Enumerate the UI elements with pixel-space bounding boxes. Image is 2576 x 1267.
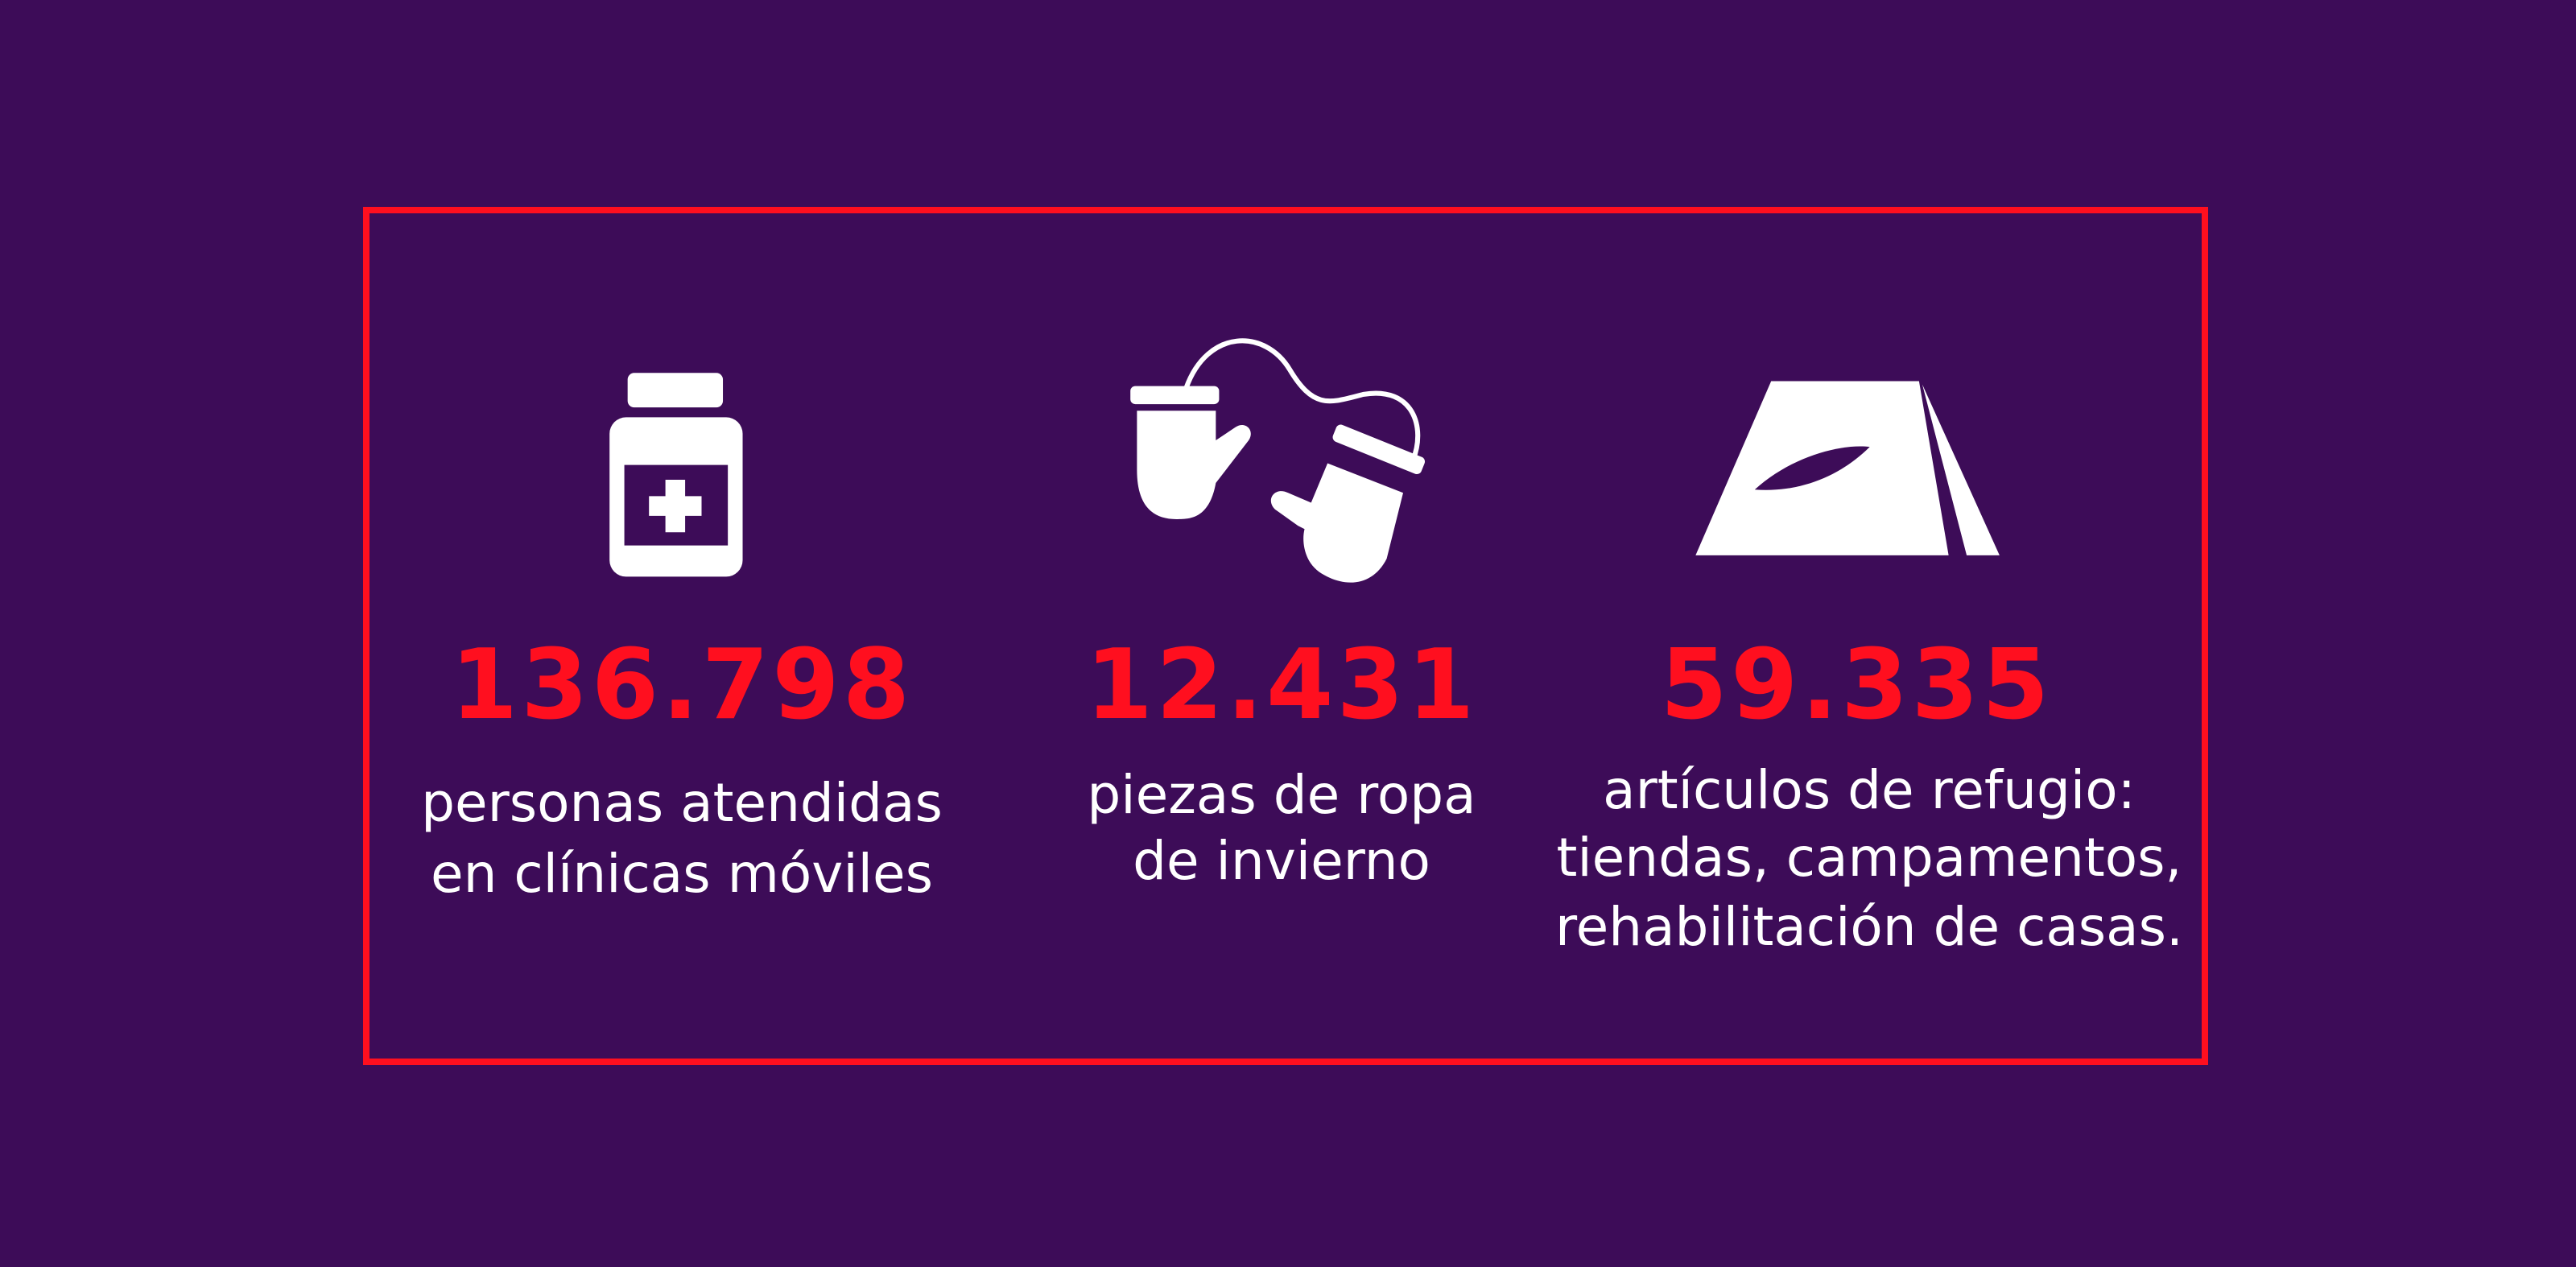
stat-label: personas atendidas	[421, 772, 943, 834]
stat-number: 59.335	[1660, 629, 2052, 741]
medicine-icon	[609, 373, 743, 577]
stat-number: 12.431	[1085, 629, 1477, 741]
stat-label: piezas de ropa	[1087, 764, 1476, 826]
stat-number: 136.798	[451, 629, 914, 741]
stat-label: artículos de refugio:	[1603, 759, 2136, 821]
stat-label: tiendas, campamentos,	[1556, 827, 2182, 889]
stat-label: de invierno	[1133, 830, 1430, 892]
mittens-icon	[1130, 338, 1426, 583]
icons	[609, 338, 2000, 583]
stat-label: en clínicas móviles	[431, 843, 933, 905]
stat-label: rehabilitación de casas.	[1555, 896, 2183, 958]
frame	[363, 207, 2208, 1065]
